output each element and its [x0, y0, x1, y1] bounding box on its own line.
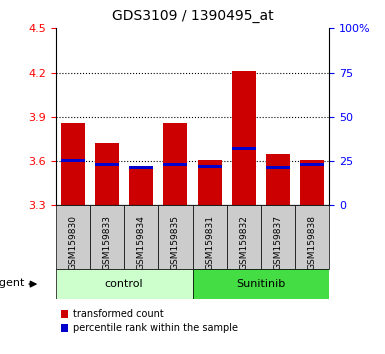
Bar [232, 147, 256, 150]
Text: GSM159831: GSM159831 [205, 215, 214, 270]
Bar [95, 143, 119, 205]
Text: Sunitinib: Sunitinib [236, 279, 285, 289]
Text: agent: agent [0, 278, 25, 287]
Legend: transformed count, percentile rank within the sample: transformed count, percentile rank withi… [61, 309, 238, 333]
Bar [158, 205, 192, 269]
Bar [198, 160, 221, 205]
Bar [192, 269, 329, 299]
Bar [266, 154, 290, 205]
Text: GSM159830: GSM159830 [69, 215, 77, 270]
Bar [129, 166, 153, 169]
Bar [295, 205, 329, 269]
Bar [300, 160, 324, 205]
Text: control: control [105, 279, 144, 289]
Bar [61, 159, 85, 162]
Bar [56, 205, 90, 269]
Bar [56, 269, 192, 299]
Bar [95, 163, 119, 166]
Text: GSM159834: GSM159834 [137, 215, 146, 270]
Text: GSM159837: GSM159837 [273, 215, 283, 270]
Bar [129, 166, 153, 205]
Bar [164, 124, 187, 205]
Bar [300, 163, 324, 166]
Text: GDS3109 / 1390495_at: GDS3109 / 1390495_at [112, 9, 273, 23]
Text: GSM159838: GSM159838 [308, 215, 316, 270]
Bar [198, 165, 221, 168]
Text: GSM159832: GSM159832 [239, 215, 248, 270]
Bar [164, 163, 187, 166]
Bar [261, 205, 295, 269]
Bar [232, 71, 256, 205]
Text: GSM159833: GSM159833 [102, 215, 112, 270]
Bar [266, 166, 290, 169]
Bar [192, 205, 227, 269]
Text: GSM159835: GSM159835 [171, 215, 180, 270]
Bar [61, 124, 85, 205]
Bar [90, 205, 124, 269]
Bar [227, 205, 261, 269]
Bar [124, 205, 158, 269]
